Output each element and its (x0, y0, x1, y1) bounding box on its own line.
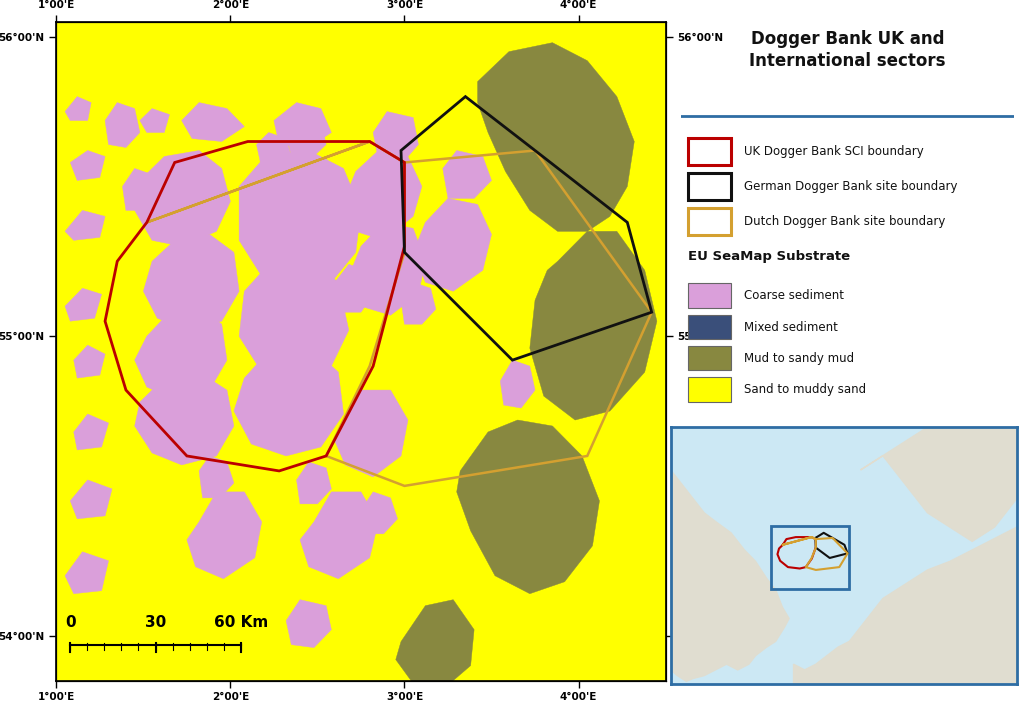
Bar (688, 377, 731, 402)
Polygon shape (349, 222, 425, 315)
Polygon shape (134, 372, 233, 465)
Polygon shape (181, 103, 245, 141)
Polygon shape (401, 282, 436, 324)
Polygon shape (335, 390, 408, 477)
Polygon shape (134, 306, 227, 399)
Polygon shape (123, 169, 158, 211)
Text: Sand to muddy sand: Sand to muddy sand (744, 383, 866, 396)
Polygon shape (500, 360, 535, 408)
Polygon shape (199, 456, 233, 498)
Polygon shape (457, 420, 599, 594)
Polygon shape (273, 103, 332, 148)
Polygon shape (373, 111, 419, 162)
Text: 30: 30 (145, 615, 166, 630)
Polygon shape (477, 43, 634, 232)
Polygon shape (286, 599, 332, 648)
Bar (688, 173, 731, 201)
Polygon shape (413, 198, 492, 291)
Polygon shape (134, 151, 230, 246)
Polygon shape (300, 492, 379, 578)
Bar (688, 138, 731, 165)
Polygon shape (442, 151, 492, 198)
Polygon shape (239, 258, 349, 381)
Polygon shape (71, 480, 112, 519)
Text: Coarse sediment: Coarse sediment (744, 290, 844, 303)
Polygon shape (239, 151, 360, 291)
Polygon shape (74, 414, 109, 450)
Polygon shape (66, 211, 105, 240)
Text: Mixed sediment: Mixed sediment (744, 321, 838, 334)
Text: EU SeaMap Substrate: EU SeaMap Substrate (688, 251, 850, 264)
Polygon shape (66, 288, 101, 321)
Polygon shape (186, 492, 262, 578)
Polygon shape (286, 114, 326, 159)
Polygon shape (794, 527, 1017, 684)
Text: Dutch Dogger Bank site boundary: Dutch Dogger Bank site boundary (744, 215, 945, 228)
Polygon shape (140, 109, 169, 132)
Bar (688, 346, 731, 370)
Text: 0: 0 (65, 615, 76, 630)
Bar (688, 315, 731, 339)
Polygon shape (66, 96, 91, 121)
Polygon shape (71, 151, 105, 180)
Text: UK Dogger Bank SCI boundary: UK Dogger Bank SCI boundary (744, 145, 924, 158)
Polygon shape (343, 151, 422, 240)
Polygon shape (66, 552, 109, 594)
Text: German Dogger Bank site boundary: German Dogger Bank site boundary (744, 180, 957, 193)
Polygon shape (143, 235, 239, 330)
Bar (771, 526, 849, 589)
Polygon shape (671, 470, 790, 681)
Polygon shape (860, 427, 1017, 542)
Polygon shape (360, 492, 397, 534)
Text: 60 Km: 60 Km (214, 615, 268, 630)
Bar (688, 284, 731, 308)
Polygon shape (297, 462, 332, 504)
Text: Dogger Bank UK and
International sectors: Dogger Bank UK and International sectors (750, 30, 945, 70)
Bar (688, 208, 731, 235)
Polygon shape (233, 345, 343, 456)
Polygon shape (335, 264, 373, 312)
Text: Mud to sandy mud: Mud to sandy mud (744, 352, 854, 365)
Polygon shape (256, 132, 291, 172)
Polygon shape (105, 103, 140, 148)
Polygon shape (74, 345, 105, 378)
Polygon shape (529, 232, 657, 420)
Polygon shape (395, 599, 474, 689)
